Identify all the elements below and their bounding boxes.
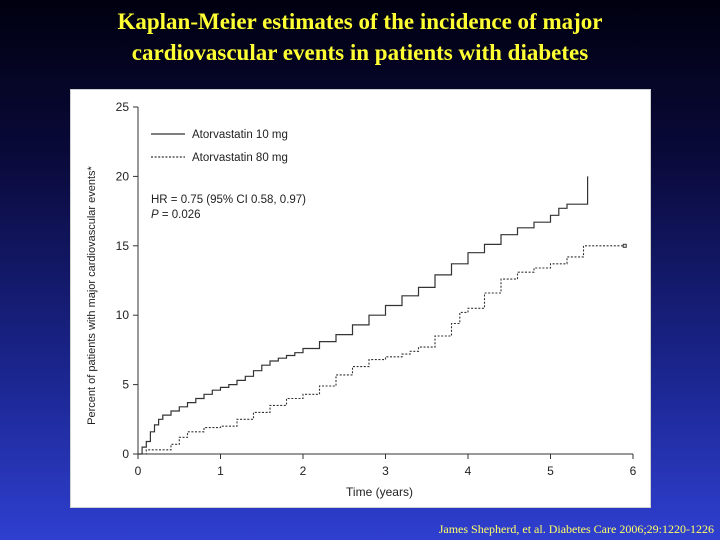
chart-series-layer [138,176,627,455]
x-tick-label: 6 [630,464,637,478]
p-value-number: = 0.026 [159,209,201,221]
chart-axes: 0 5 10 15 20 25 0 1 2 3 4 5 6 [116,100,637,478]
hazard-ratio-annotation: HR = 0.75 (95% CI 0.58, 0.97) [151,194,306,206]
p-value-label: P [151,209,159,221]
x-tick-label: 1 [217,464,224,478]
y-tick-label: 5 [122,378,129,392]
y-tick-label: 0 [122,447,129,461]
slide-title: Kaplan-Meier estimates of the incidence … [0,6,720,68]
x-tick-label: 4 [465,464,472,478]
citation: James Shepherd, et al. Diabetes Care 200… [438,522,714,536]
y-tick-label: 10 [116,308,130,322]
slide-title-line-1: Kaplan-Meier estimates of the incidence … [117,9,603,34]
chart-panel: 0 5 10 15 20 25 0 1 2 3 4 5 6 Atorvastatin 10 mg Ator… [70,89,651,508]
chart-legend: Atorvastatin 10 mg Atorvastatin 80 mg [151,129,288,164]
y-tick-label: 15 [116,239,130,253]
x-axis-label: Time (years) [346,485,413,499]
x-tick-label: 0 [135,464,142,478]
series-line-atorvastatin-80mg [138,245,625,455]
series-line-atorvastatin-10mg [138,176,589,455]
censor-marker [622,243,627,248]
legend-label: Atorvastatin 10 mg [192,129,288,141]
x-tick-label: 2 [300,464,307,478]
legend-label: Atorvastatin 80 mg [192,152,288,164]
x-tick-label: 3 [382,464,389,478]
slide-title-line-2: cardiovascular events in patients with d… [131,40,589,65]
y-tick-label: 20 [116,169,130,183]
chart-annotation: HR = 0.75 (95% CI 0.58, 0.97) P = 0.026 [151,194,306,221]
y-axis-label: Percent of patients with major cardiovas… [86,165,98,424]
p-value-annotation: P = 0.026 [151,209,201,221]
x-tick-label: 5 [547,464,554,478]
y-tick-label: 25 [116,100,130,114]
